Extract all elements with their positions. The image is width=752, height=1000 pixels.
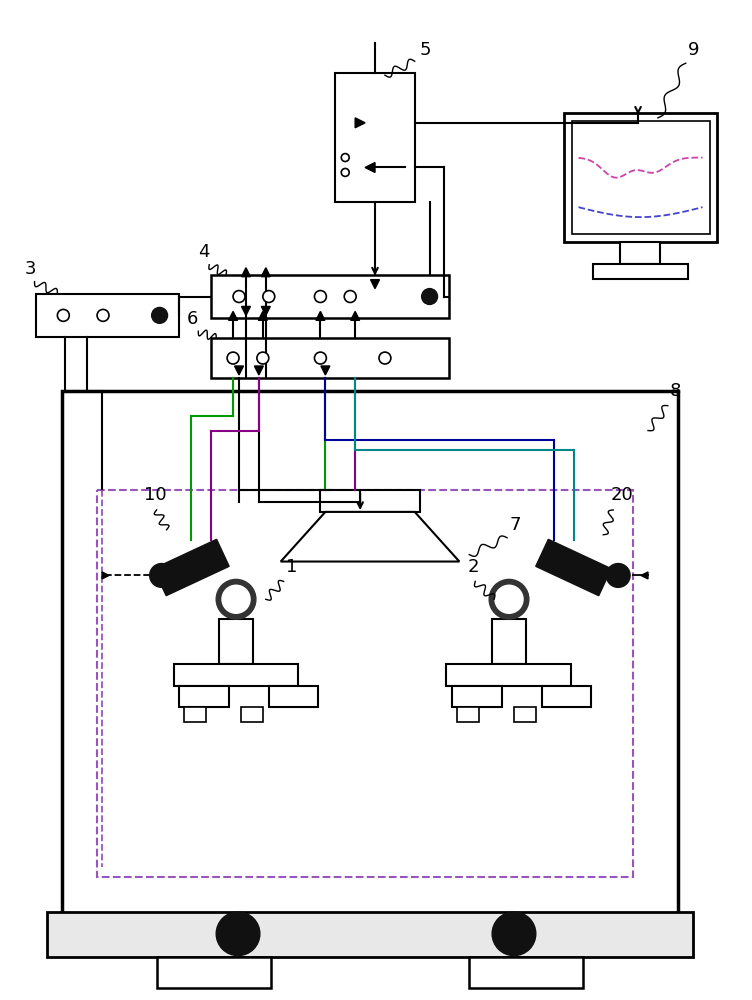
Circle shape bbox=[257, 352, 268, 364]
Text: 3: 3 bbox=[25, 260, 36, 278]
Bar bbox=[156, 957, 271, 988]
Bar bbox=[453, 686, 502, 707]
Bar bbox=[268, 686, 318, 707]
Circle shape bbox=[263, 291, 274, 302]
Bar bbox=[514, 707, 536, 722]
Polygon shape bbox=[262, 306, 270, 315]
Text: 20: 20 bbox=[611, 486, 633, 504]
Bar bbox=[320, 490, 420, 512]
Bar bbox=[469, 957, 584, 988]
Circle shape bbox=[57, 309, 69, 321]
Bar bbox=[219, 619, 253, 664]
Polygon shape bbox=[355, 118, 365, 128]
Circle shape bbox=[314, 352, 326, 364]
Bar bbox=[211, 275, 450, 318]
Bar bbox=[97, 490, 633, 877]
Polygon shape bbox=[153, 539, 229, 596]
Text: 1: 1 bbox=[286, 558, 297, 576]
Bar bbox=[241, 707, 263, 722]
Polygon shape bbox=[102, 572, 109, 579]
Bar bbox=[593, 264, 687, 279]
Polygon shape bbox=[321, 366, 330, 375]
Bar bbox=[335, 73, 414, 202]
Text: 2: 2 bbox=[467, 558, 479, 576]
Bar bbox=[620, 242, 660, 264]
Circle shape bbox=[489, 579, 529, 619]
Polygon shape bbox=[229, 311, 238, 320]
Circle shape bbox=[216, 579, 256, 619]
Circle shape bbox=[606, 564, 630, 587]
Bar bbox=[563, 113, 717, 242]
Text: 6: 6 bbox=[186, 310, 198, 328]
Polygon shape bbox=[350, 311, 359, 320]
Circle shape bbox=[341, 154, 349, 162]
Circle shape bbox=[233, 291, 245, 302]
Circle shape bbox=[495, 585, 523, 613]
Text: 4: 4 bbox=[199, 243, 210, 261]
Text: 7: 7 bbox=[509, 516, 520, 534]
Polygon shape bbox=[641, 572, 648, 579]
Polygon shape bbox=[254, 366, 263, 375]
Circle shape bbox=[152, 307, 168, 323]
Bar bbox=[447, 664, 571, 686]
Circle shape bbox=[344, 291, 356, 302]
Bar bbox=[492, 619, 526, 664]
Bar bbox=[47, 912, 693, 957]
Circle shape bbox=[422, 289, 438, 304]
Polygon shape bbox=[280, 512, 459, 562]
Bar bbox=[572, 121, 710, 234]
Bar bbox=[174, 664, 298, 686]
Circle shape bbox=[492, 912, 536, 956]
Polygon shape bbox=[535, 539, 611, 596]
Polygon shape bbox=[316, 311, 325, 320]
Bar bbox=[180, 686, 229, 707]
Circle shape bbox=[379, 352, 391, 364]
Polygon shape bbox=[365, 163, 375, 172]
Text: 5: 5 bbox=[420, 41, 431, 59]
Polygon shape bbox=[259, 311, 267, 320]
Text: 10: 10 bbox=[144, 486, 166, 504]
Circle shape bbox=[97, 309, 109, 321]
Text: 8: 8 bbox=[670, 382, 681, 400]
Polygon shape bbox=[371, 280, 380, 289]
Bar bbox=[457, 707, 479, 722]
Circle shape bbox=[341, 168, 349, 176]
Circle shape bbox=[150, 564, 174, 587]
Polygon shape bbox=[241, 306, 250, 315]
Polygon shape bbox=[235, 366, 244, 375]
Bar bbox=[62, 391, 678, 917]
Bar bbox=[35, 294, 180, 337]
Polygon shape bbox=[241, 268, 250, 277]
Circle shape bbox=[222, 585, 250, 613]
Circle shape bbox=[227, 352, 239, 364]
Circle shape bbox=[314, 291, 326, 302]
Bar bbox=[211, 338, 450, 378]
Circle shape bbox=[216, 912, 260, 956]
Text: 9: 9 bbox=[687, 41, 699, 59]
Bar bbox=[541, 686, 591, 707]
Polygon shape bbox=[262, 268, 270, 277]
Bar bbox=[184, 707, 206, 722]
